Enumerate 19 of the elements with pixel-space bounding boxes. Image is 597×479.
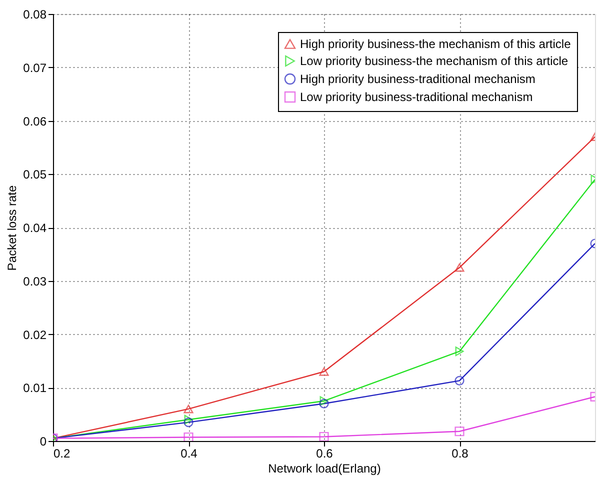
y-tick-label: 0.04 — [23, 221, 47, 235]
y-axis-title: Packet loss rate — [5, 184, 20, 271]
x-tick-label: 0.6 — [316, 446, 334, 460]
y-tick-label: 0.07 — [23, 60, 47, 75]
legend-label: Low priority business-traditional mechanism — [300, 90, 533, 104]
y-tick-label: 0.06 — [23, 114, 47, 128]
legend-label: High priority business-traditional mechanism — [300, 72, 536, 86]
x-tick-label: 0.2 — [54, 446, 71, 460]
legend-label: High priority business-the mechanism of this article — [300, 37, 572, 51]
y-tick-label: 0.02 — [23, 328, 47, 342]
x-axis-title: Network load(Erlang) — [268, 462, 381, 476]
y-tick-label: 0 — [40, 434, 47, 448]
y-tick-label: 0.01 — [23, 381, 47, 396]
y-tick-label: 0.08 — [23, 8, 47, 22]
x-tick-label: 0.8 — [452, 446, 469, 460]
y-tick-label: 0.03 — [23, 274, 47, 288]
legend-label: Low priority business-the mechanism of this article — [300, 54, 568, 68]
y-tick-label: 0.05 — [23, 168, 47, 182]
x-tick-label: 0.4 — [180, 446, 198, 460]
